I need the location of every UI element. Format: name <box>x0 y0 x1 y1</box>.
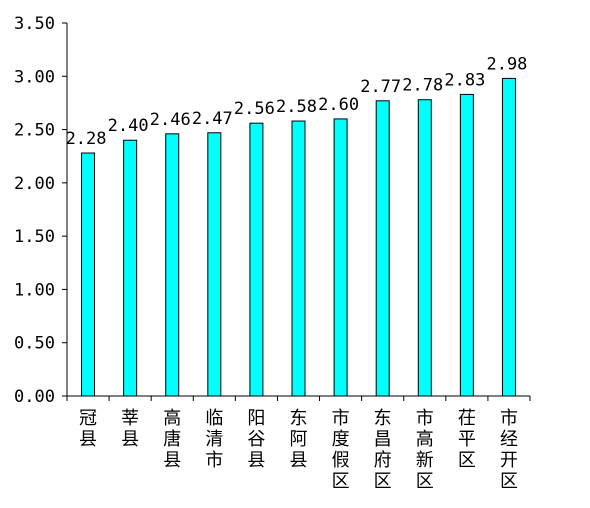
bar <box>459 93 474 397</box>
x-tick-label: 茌平区 <box>458 408 476 471</box>
x-tick-label: 高唐县 <box>163 408 181 471</box>
data-label: 2.77 <box>360 77 401 97</box>
bar <box>417 99 432 397</box>
data-label: 2.56 <box>234 99 275 119</box>
data-label: 2.46 <box>150 110 191 130</box>
bar <box>249 122 264 397</box>
y-tick-label: 0.00 <box>14 387 55 407</box>
bar <box>165 133 180 397</box>
y-tick-label: 3.00 <box>14 67 55 87</box>
x-tick-label: 冠县 <box>79 408 97 450</box>
bar <box>501 77 516 397</box>
x-axis <box>66 395 531 401</box>
bar <box>123 139 138 397</box>
bar <box>333 118 348 397</box>
data-labels: 2.282.40 2.46 2.47 2.56 2.58 2.602.77 2.78 2.83… <box>66 54 528 149</box>
x-tick-label: 东昌府区 <box>374 408 392 492</box>
y-tick-label: 0.50 <box>14 334 55 354</box>
bars <box>81 77 516 397</box>
x-tick-label: 莘县 <box>121 408 139 450</box>
data-label: 2.78 <box>402 76 443 96</box>
x-tick-label: 市度假区 <box>332 408 350 492</box>
y-tick-label: 2.00 <box>14 174 55 194</box>
x-tick-label: 市高新区 <box>416 408 434 492</box>
x-tick-label: 临清市 <box>205 408 223 471</box>
y-tick-label: 2.50 <box>14 121 55 141</box>
data-label: 2.58 <box>276 97 317 117</box>
data-label: 2.28 <box>66 129 107 149</box>
data-label: 2.40 <box>108 116 149 136</box>
x-tick-label: 市经开区 <box>500 408 518 492</box>
data-label: 2.98 <box>486 54 527 74</box>
y-tick-label: 1.50 <box>14 227 55 247</box>
bar <box>81 152 96 397</box>
data-label: 2.47 <box>192 109 233 129</box>
x-tick-label: 阳谷县 <box>247 408 265 471</box>
y-tick-label: 3.50 <box>14 14 55 34</box>
y-axis: 0.00 0.50 1.00 1.50 2.00 2.50 3.00 3.50 <box>14 14 68 407</box>
x-tick-label: 东阿县 <box>290 408 308 471</box>
y-tick-label: 1.00 <box>14 280 55 300</box>
data-label: 2.60 <box>318 95 359 115</box>
bar <box>291 120 306 397</box>
data-label: 2.83 <box>444 70 485 90</box>
bar <box>207 132 222 397</box>
bar <box>375 100 390 397</box>
